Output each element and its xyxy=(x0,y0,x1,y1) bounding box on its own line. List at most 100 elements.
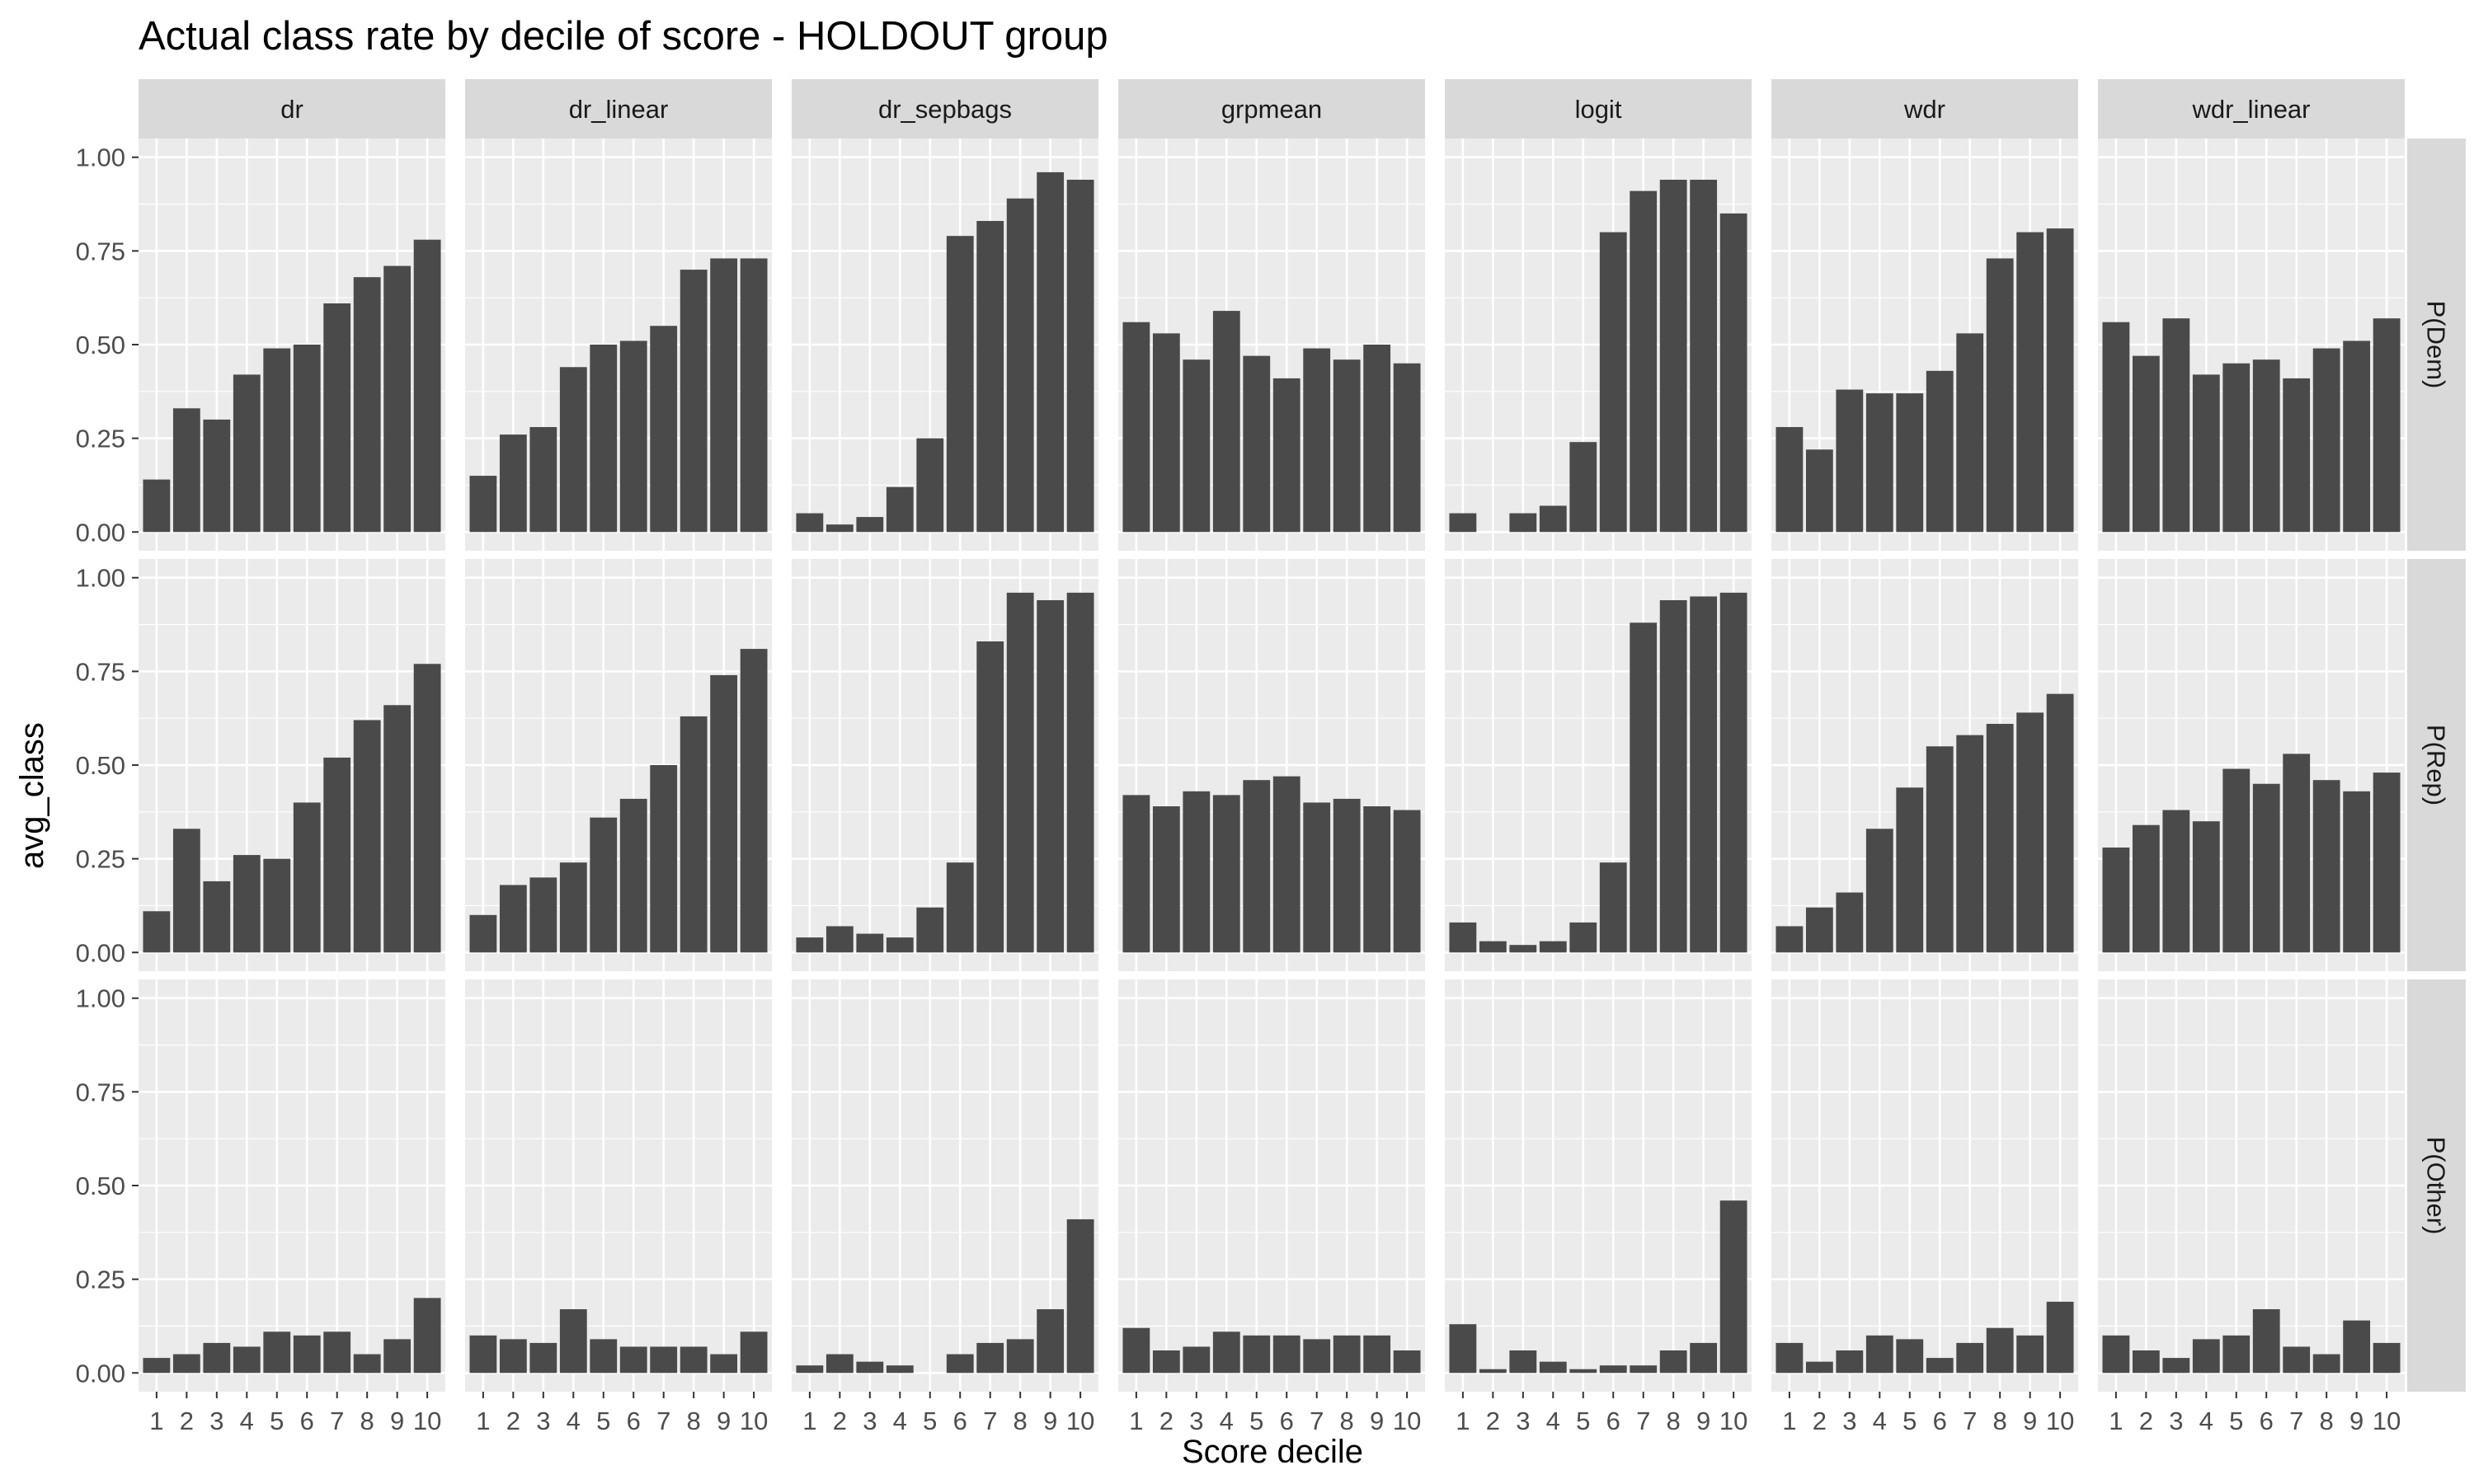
x-tick-label: 10 xyxy=(413,1407,441,1435)
x-tick-label: 3 xyxy=(209,1407,223,1435)
bar xyxy=(1776,1342,1804,1374)
facet-panel xyxy=(465,559,772,971)
bar xyxy=(1303,802,1331,953)
facet-panel xyxy=(1771,559,2078,971)
bar xyxy=(1956,735,1984,953)
x-tick-label: 6 xyxy=(1933,1407,1947,1435)
bar xyxy=(1719,213,1747,533)
x-tick-label: 2 xyxy=(2139,1407,2153,1435)
bar xyxy=(740,1331,768,1374)
bar xyxy=(1303,1339,1331,1374)
bar xyxy=(2162,1358,2190,1374)
bar xyxy=(1479,1369,1507,1374)
bar xyxy=(1363,806,1391,953)
facet-panel xyxy=(1445,139,1752,551)
bar xyxy=(293,802,321,953)
y-tick-label: 0.50 xyxy=(76,751,125,780)
bar xyxy=(1986,1327,2014,1374)
x-tick-label: 3 xyxy=(863,1407,877,1435)
bar xyxy=(1569,442,1597,533)
bar xyxy=(946,236,974,533)
x-tick-label: 7 xyxy=(1636,1407,1650,1435)
bar xyxy=(1836,389,1864,533)
facet-strip xyxy=(1771,79,2078,139)
y-tick-label: 0.25 xyxy=(76,845,125,874)
bar xyxy=(2102,1335,2130,1374)
y-tick-label: 1.00 xyxy=(76,984,125,1013)
bar xyxy=(1006,1339,1034,1374)
x-tick-label: 4 xyxy=(1546,1407,1560,1435)
y-tick-label: 0.50 xyxy=(76,331,125,359)
x-tick-label: 10 xyxy=(1393,1407,1421,1435)
bar xyxy=(590,1339,618,1374)
bar xyxy=(499,434,527,533)
bar xyxy=(1272,776,1300,953)
bar xyxy=(2252,783,2280,953)
facet-row-label: P(Dem) xyxy=(2422,301,2451,389)
bar xyxy=(2252,1309,2280,1374)
bar xyxy=(1183,791,1211,953)
bar xyxy=(1006,592,1034,953)
bar xyxy=(353,1354,381,1374)
facet-column-label: dr_linear xyxy=(569,95,669,124)
x-tick-label: 3 xyxy=(2169,1407,2183,1435)
x-tick-label: 9 xyxy=(1043,1407,1057,1435)
x-tick-label: 3 xyxy=(1516,1407,1530,1435)
x-tick-label: 1 xyxy=(2109,1407,2123,1435)
bar xyxy=(856,933,884,953)
x-tick-label: 10 xyxy=(740,1407,768,1435)
bar xyxy=(2283,754,2311,953)
bar xyxy=(2312,348,2340,533)
facet-row-label: P(Rep) xyxy=(2422,725,2451,805)
bar xyxy=(1539,941,1567,953)
bar xyxy=(529,427,557,533)
bar xyxy=(2222,1335,2251,1374)
bar xyxy=(1122,322,1150,533)
bar xyxy=(825,1354,854,1374)
x-tick-label: 6 xyxy=(627,1407,641,1435)
bar xyxy=(619,340,647,533)
bar xyxy=(916,907,944,953)
bar xyxy=(1836,1350,1864,1374)
bar xyxy=(413,664,441,953)
bar xyxy=(2016,232,2044,533)
x-tick-label: 8 xyxy=(687,1407,701,1435)
bar xyxy=(2283,378,2311,533)
facet-panel xyxy=(1445,559,1752,971)
x-tick-label: 9 xyxy=(2349,1407,2363,1435)
bar xyxy=(1926,1358,1954,1374)
bar xyxy=(1037,171,1065,533)
x-tick-label: 4 xyxy=(1873,1407,1887,1435)
y-tick-label: 0.25 xyxy=(76,1266,125,1294)
bar xyxy=(1569,1369,1597,1374)
bar xyxy=(2162,810,2190,953)
bar xyxy=(680,716,708,953)
bar xyxy=(1509,1350,1537,1374)
bar xyxy=(1449,513,1477,533)
x-tick-label: 9 xyxy=(2023,1407,2037,1435)
x-tick-label: 3 xyxy=(536,1407,550,1435)
facet-panel xyxy=(139,979,445,1392)
bar xyxy=(1690,180,1718,533)
bar xyxy=(1836,892,1864,953)
x-tick-label: 7 xyxy=(1310,1407,1324,1435)
chart-title: Actual class rate by decile of score - H… xyxy=(139,14,1108,59)
bar xyxy=(740,258,768,533)
bar xyxy=(323,1331,351,1374)
x-tick-label: 5 xyxy=(923,1407,937,1435)
bar xyxy=(1776,427,1804,533)
bar xyxy=(233,1346,261,1374)
bar xyxy=(710,1354,738,1374)
bar xyxy=(263,348,291,533)
bar xyxy=(143,1358,171,1374)
x-tick-label: 4 xyxy=(567,1407,581,1435)
bar xyxy=(2252,359,2280,533)
facet-panel xyxy=(792,559,1098,971)
facet-panel xyxy=(2098,559,2405,971)
bar xyxy=(323,757,351,953)
x-tick-label: 5 xyxy=(270,1407,284,1435)
x-tick-label: 6 xyxy=(300,1407,314,1435)
bar xyxy=(710,674,738,953)
y-tick-label: 0.25 xyxy=(76,425,125,453)
bar xyxy=(1243,780,1271,953)
